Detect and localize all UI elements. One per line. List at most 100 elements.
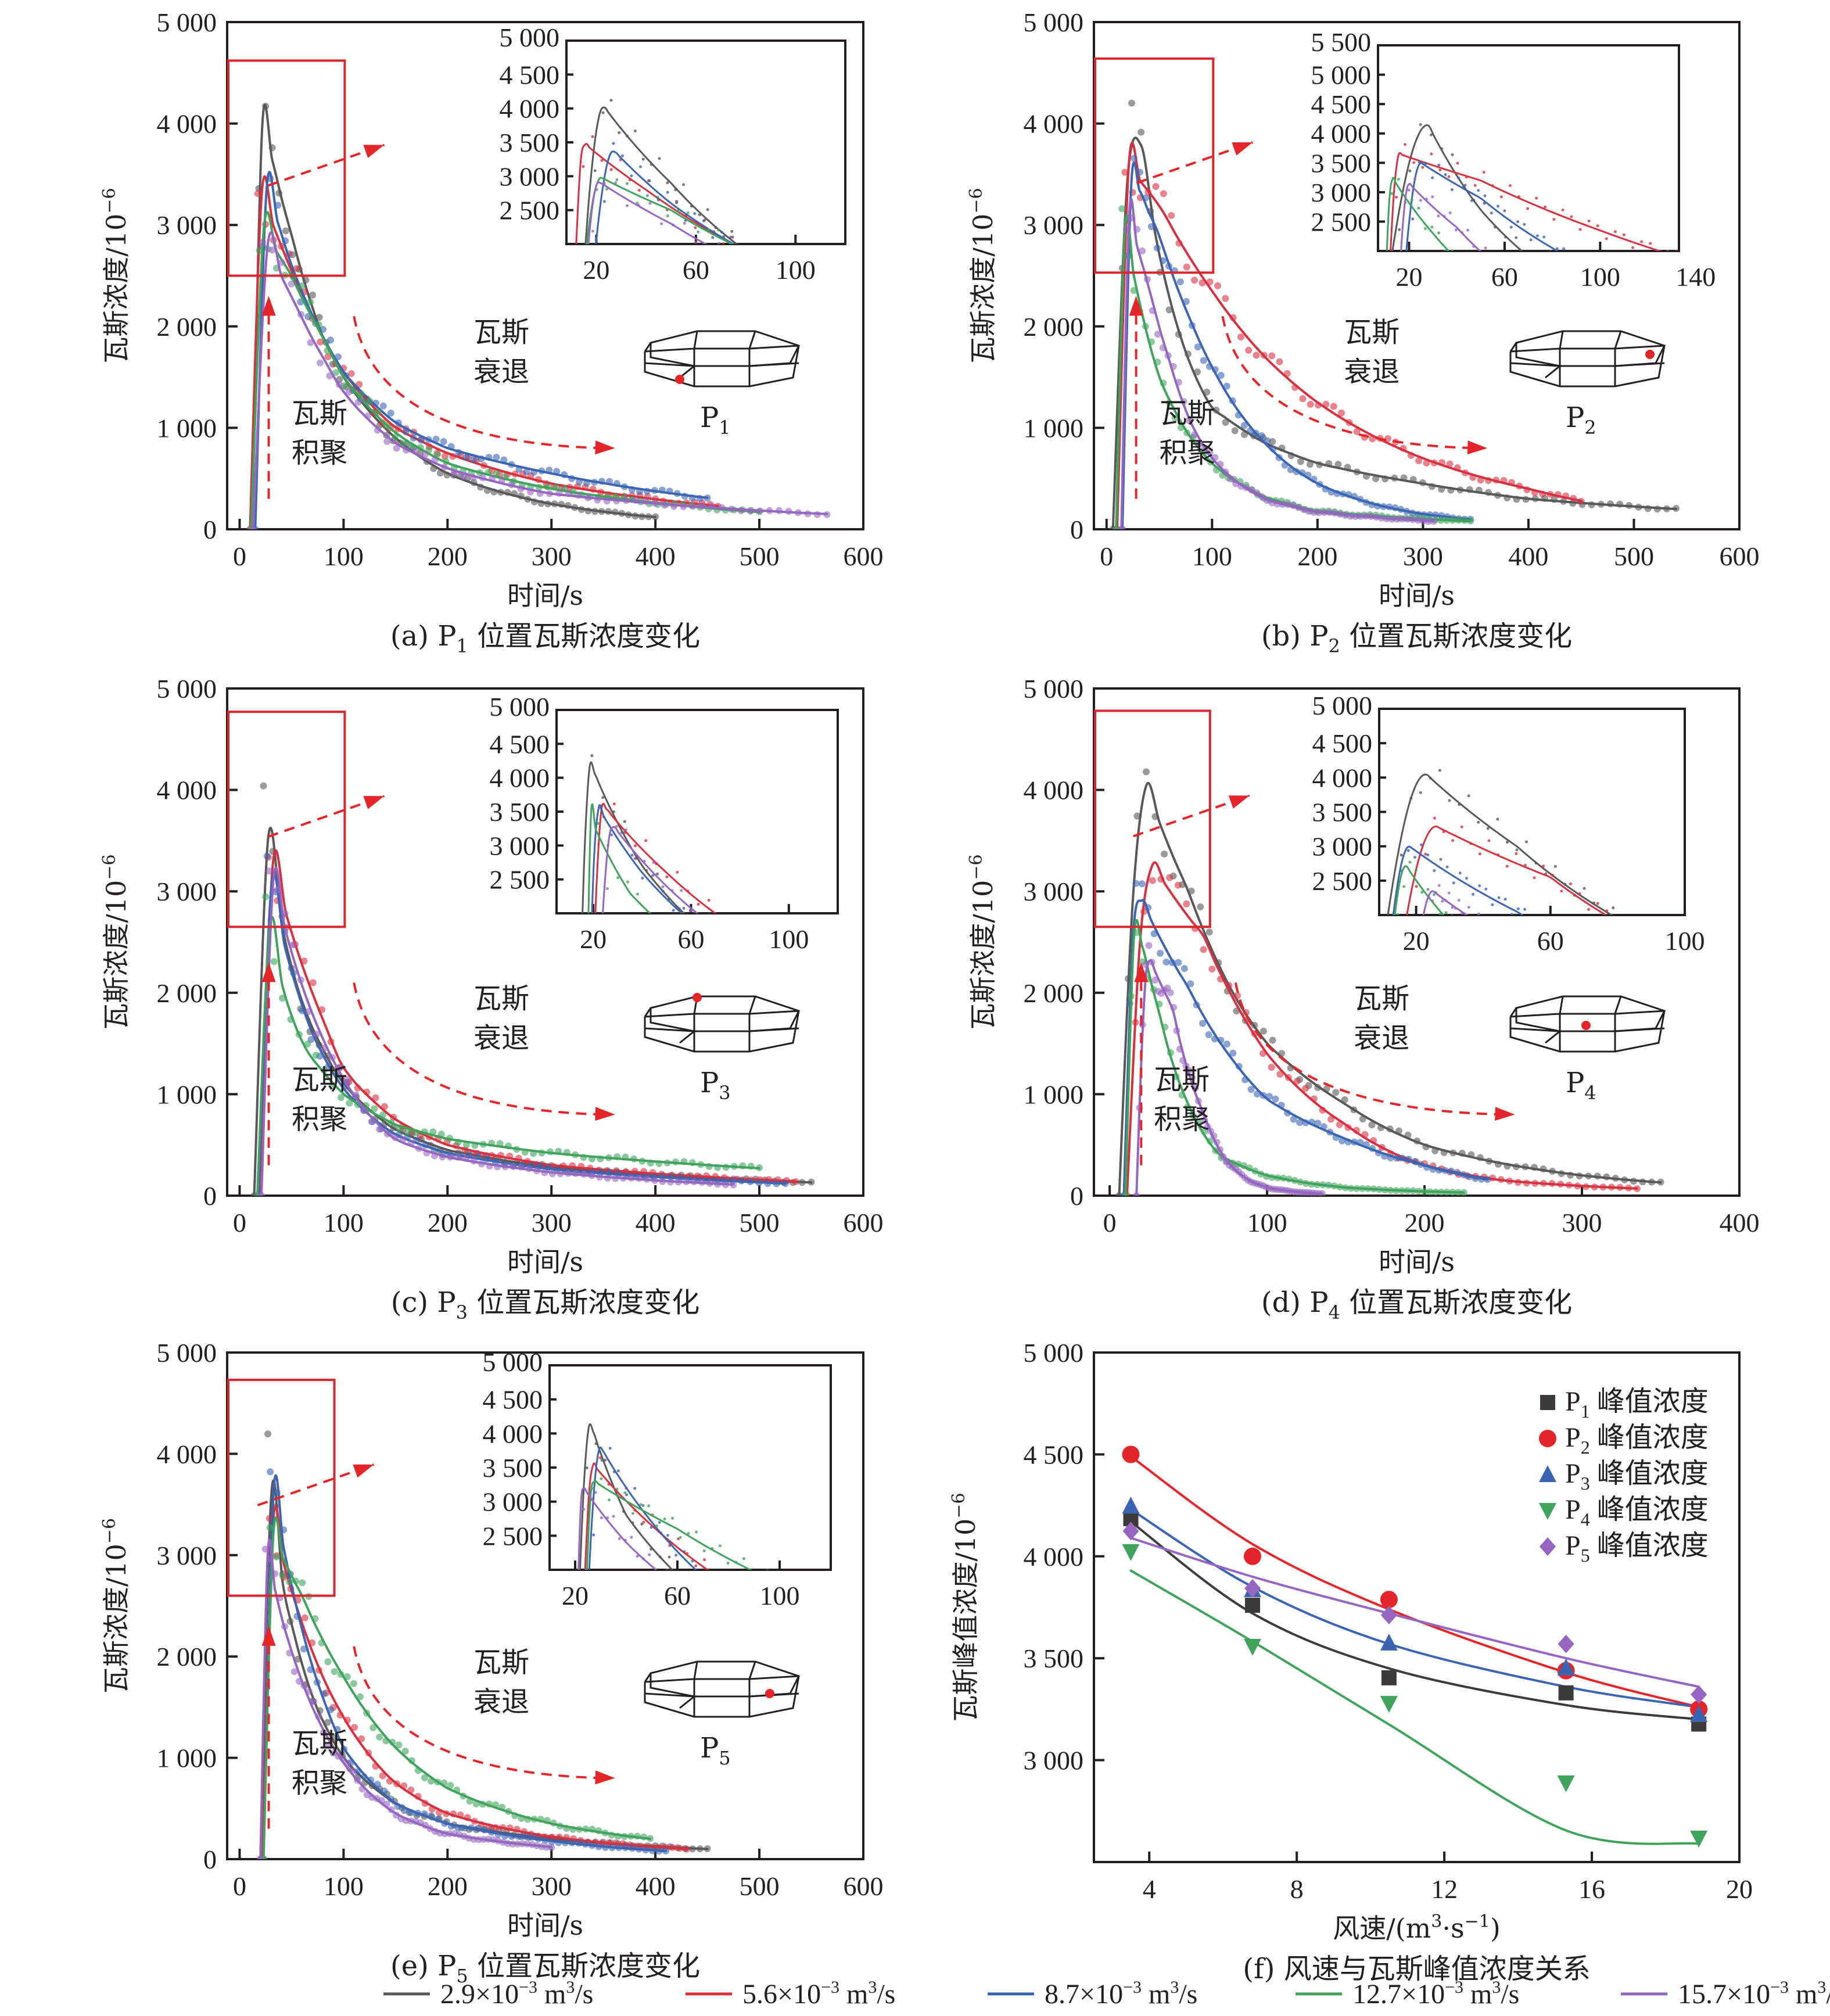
- y-tick-label: 4 000: [157, 1439, 217, 1469]
- data-point: [346, 1099, 353, 1107]
- position-letter: P: [700, 1067, 719, 1099]
- data-point: [1269, 1036, 1276, 1044]
- data-point: [279, 995, 286, 1002]
- inset-x-tick-label: 100: [1665, 926, 1705, 956]
- arrow-head-icon: [1495, 1107, 1515, 1121]
- legend-value: 15.7×10: [1678, 1979, 1770, 2010]
- fit-line: [1125, 861, 1638, 1196]
- data-point: [354, 399, 362, 406]
- x-axis-title: 时间/s: [507, 1910, 583, 1941]
- inset-data-point: [1456, 162, 1459, 165]
- series-4: [1118, 198, 1437, 529]
- panel-caption: (f) 风速与瓦斯峰值浓度关系: [1243, 1953, 1590, 1985]
- panel-a: 0 1 000 2 000 3 000 4 000 5 000 0 100 200 300 400 5…: [99, 8, 884, 657]
- tunnel-wireframe-icon: P4: [1509, 995, 1666, 1104]
- y-tick-label: 5 000: [1024, 8, 1084, 37]
- inset-data-point: [1478, 884, 1481, 888]
- data-point: [266, 1524, 274, 1531]
- legend-marker-icon: [1539, 1465, 1556, 1482]
- data-point: [1174, 881, 1182, 889]
- inset-data-point: [1553, 864, 1557, 868]
- legend-letter: P: [1565, 1422, 1581, 1453]
- inset-data-point: [717, 242, 720, 244]
- inset-series-3: [586, 1477, 769, 1570]
- plot-area: [1115, 768, 1664, 1196]
- y-tick-label: 1 000: [1024, 413, 1084, 443]
- data-point: [1138, 128, 1145, 136]
- data-point: [351, 1724, 358, 1731]
- data-point: [1200, 946, 1207, 953]
- arrow-head-icon: [1129, 296, 1143, 316]
- inset-data-point: [706, 208, 709, 211]
- inset-fit-line: [588, 1446, 697, 1570]
- data-point: [350, 1680, 357, 1687]
- data-point: [372, 1094, 379, 1102]
- position-subscript: 2: [1584, 417, 1596, 439]
- data-point: [1330, 403, 1337, 410]
- annotation-line-1: 瓦斯: [1154, 1064, 1210, 1096]
- data-point: [1118, 205, 1126, 213]
- inset-data-point: [1451, 839, 1455, 842]
- inset-data-point: [655, 1524, 658, 1527]
- caption-text: 位置瓦斯浓度变化: [468, 1286, 699, 1319]
- inset-series-3: [586, 177, 749, 244]
- inset-data-point: [687, 1531, 690, 1535]
- inset-data-point: [605, 188, 609, 191]
- x-tick-label: 100: [324, 1871, 364, 1901]
- inset-data-point: [1410, 198, 1413, 202]
- position-label: P2: [1566, 401, 1596, 439]
- inset-data-point: [1407, 188, 1411, 192]
- legend-text-tail: 峰值浓度: [1590, 1494, 1709, 1525]
- x-tick-label: 600: [1720, 541, 1760, 571]
- inset-data-point: [1415, 885, 1418, 888]
- data-point: [1302, 1085, 1309, 1092]
- x-tick-label: 600: [844, 1871, 884, 1901]
- inset-data-point: [609, 99, 613, 102]
- inset-y-tick-label: 2 500: [1311, 207, 1372, 236]
- annotation-line-1: 瓦斯: [1344, 316, 1400, 349]
- data-point: [345, 388, 353, 396]
- inset-data-point: [665, 875, 669, 878]
- plot-area: [257, 1430, 711, 1859]
- inset-x-tick-label: 60: [1491, 262, 1518, 292]
- y-tick-label: 0: [1070, 515, 1083, 544]
- x-tick-label: 16: [1578, 1874, 1605, 1904]
- inset-data-point: [1408, 169, 1412, 173]
- inset-data-point: [1395, 196, 1398, 199]
- inset-data-point: [1516, 907, 1520, 910]
- data-point: [1272, 1095, 1279, 1103]
- inset-data-point: [1390, 192, 1394, 195]
- y-axis-title-text: 瓦斯浓度/10: [967, 880, 999, 1030]
- inset-data-point: [1451, 914, 1454, 915]
- inset-y-tick-label: 2 500: [1312, 866, 1373, 896]
- inset-data-point: [593, 169, 597, 173]
- legend-exponent: −3: [1123, 1978, 1142, 1997]
- fit-curve-4: [1129, 1569, 1700, 1845]
- data-point: [298, 282, 306, 289]
- annotation-line-2: 积聚: [292, 1103, 347, 1136]
- inset-data-point: [636, 1555, 639, 1558]
- data-point: [260, 782, 267, 790]
- caption-subscript: 5: [456, 1965, 468, 1987]
- data-point: [1205, 1031, 1212, 1038]
- inset-data-point: [1587, 907, 1591, 911]
- panel-caption: (c) P3 位置瓦斯浓度变化: [391, 1286, 700, 1323]
- annotation-line-1: 瓦斯: [1160, 397, 1215, 430]
- inset-data-point: [676, 209, 680, 213]
- inset-x-tick-label: 100: [776, 255, 816, 285]
- y-tick-label: 5 000: [157, 1338, 217, 1368]
- inset-data-point: [702, 1549, 706, 1552]
- data-point: [1214, 282, 1222, 289]
- inset-data-point: [666, 1569, 669, 1570]
- data-point: [422, 451, 429, 458]
- data-point-triangle-down: [1122, 1544, 1140, 1561]
- inset-data-point: [1445, 865, 1449, 869]
- inset-data-point: [612, 1515, 615, 1518]
- inset-data-point: [1583, 887, 1586, 890]
- legend-label: P2 峰值浓度: [1565, 1422, 1709, 1458]
- annotation-line-2: 衰退: [473, 1022, 529, 1054]
- inset-data-point: [1504, 898, 1507, 901]
- inset-y-tick-label: 2 500: [483, 1521, 543, 1551]
- data-point: [1149, 877, 1156, 884]
